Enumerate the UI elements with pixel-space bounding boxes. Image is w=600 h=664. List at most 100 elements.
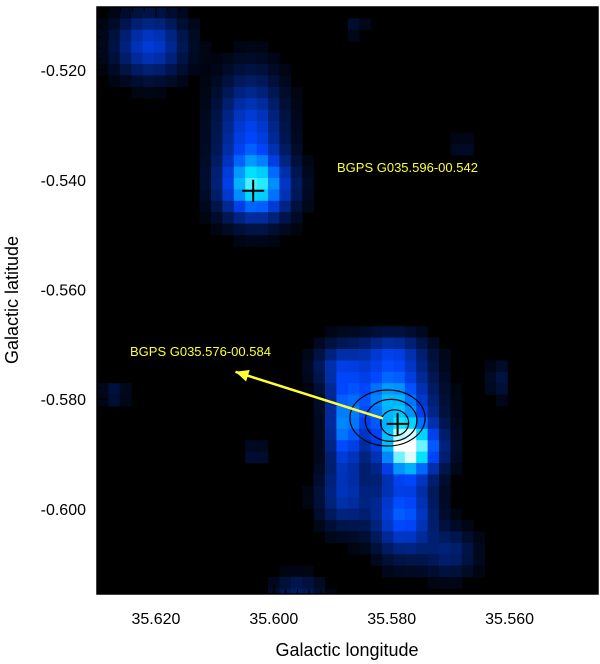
heatmap-cell: [359, 349, 371, 361]
heatmap-cell: [268, 223, 280, 236]
heatmap-cell: [427, 451, 440, 464]
heatmap-cell: [336, 406, 349, 418]
heatmap-cell: [370, 326, 383, 338]
heatmap-cell: [325, 451, 337, 464]
heatmap-cell: [382, 531, 394, 544]
heatmap-cell: [211, 132, 223, 145]
heatmap-cell: [233, 189, 246, 202]
heatmap-cell: [268, 212, 280, 224]
heatmap-cell: [393, 554, 406, 566]
heatmap-cell: [393, 474, 406, 487]
heatmap-cell: [313, 474, 326, 487]
heatmap-cell: [393, 371, 406, 384]
heatmap-cell: [461, 132, 474, 145]
heatmap-cell: [119, 18, 132, 31]
heatmap-cell: [290, 223, 303, 236]
heatmap-cell: [325, 406, 337, 418]
heatmap-cell: [473, 554, 485, 566]
heatmap-cell: [370, 406, 383, 418]
heatmap-cell: [188, 18, 200, 31]
heatmap-cell: [245, 178, 257, 190]
heatmap-cell: [370, 428, 383, 441]
heatmap-cell: [245, 41, 257, 53]
heatmap-cell: [245, 143, 257, 156]
heatmap-cell: [313, 451, 326, 464]
heatmap-cell: [279, 109, 292, 122]
y-tick-label: -0.560: [41, 283, 86, 300]
heatmap-cell: [439, 554, 451, 566]
heatmap-cell: [211, 143, 223, 156]
heatmap-cell: [302, 383, 314, 395]
heatmap-cell: [119, 7, 132, 19]
heatmap-cell: [370, 485, 383, 498]
annotations: BGPS G035.596-00.542 BGPS G035.576-00.584: [130, 160, 478, 420]
heatmap-cell: [279, 565, 292, 578]
heatmap-cell: [450, 406, 463, 418]
heatmap-cell: [336, 474, 349, 487]
heatmap-cell: [336, 485, 349, 498]
heatmap-cell: [233, 98, 246, 110]
heatmap-cell: [359, 474, 371, 487]
heatmap-cell: [359, 451, 371, 464]
heatmap-cell: [370, 520, 383, 532]
heatmap-cell: [427, 542, 440, 555]
heatmap-cell: [142, 75, 155, 88]
heatmap-cell: [165, 64, 178, 76]
heatmap-cell: [359, 542, 371, 555]
heatmap-cell: [222, 155, 235, 167]
heatmap-cell: [427, 554, 440, 566]
heatmap-cell: [268, 52, 280, 65]
heatmap-cell: [108, 383, 121, 395]
heatmap-cell: [439, 440, 451, 452]
heatmap-cell: [427, 485, 440, 498]
heatmap-cell: [370, 531, 383, 544]
heatmap-cell: [336, 394, 349, 407]
heatmap-cell: [290, 98, 303, 110]
heatmap-cell: [211, 64, 223, 76]
heatmap-cell: [336, 531, 349, 544]
heatmap-cell: [416, 337, 428, 350]
heatmap-cell: [222, 121, 235, 133]
heatmap-cell: [199, 75, 212, 88]
heatmap-cell: [313, 371, 326, 384]
heatmap-cell: [313, 440, 326, 452]
heatmap-cell: [427, 531, 440, 544]
heatmap-cell: [382, 326, 394, 338]
heatmap-cell: [154, 86, 166, 99]
heatmap-cell: [256, 189, 269, 202]
heatmap-cell: [313, 394, 326, 407]
heatmap-cell: [256, 235, 269, 247]
heatmap-cell: [211, 200, 223, 213]
heatmap-cell: [404, 417, 417, 430]
heatmap-cell: [256, 75, 269, 88]
heatmap-cell: [404, 485, 417, 498]
heatmap-cell: [336, 497, 349, 509]
heatmap-cell: [370, 474, 383, 487]
heatmap-cell: [245, 52, 257, 65]
heatmap-cell: [439, 451, 451, 464]
heatmap-cell: [199, 86, 212, 99]
heatmap-cell: [211, 98, 223, 110]
heatmap-cell: [473, 565, 485, 578]
heatmap-cell: [290, 565, 303, 578]
heatmap-cell: [256, 98, 269, 110]
heatmap-cell: [211, 86, 223, 99]
contour-line: [380, 409, 410, 437]
heatmap-cell: [176, 52, 189, 65]
heatmap-cell: [450, 463, 463, 475]
heatmap-cell: [347, 371, 360, 384]
heatmap-cell: [347, 497, 360, 509]
heatmap-cell: [268, 577, 280, 589]
heatmap-cell: [393, 485, 406, 498]
heatmap-cell: [233, 143, 246, 156]
heatmap-cell: [199, 166, 212, 179]
heatmap-cell: [439, 542, 451, 555]
heatmap-cell: [496, 383, 508, 395]
heatmap-cell: [154, 7, 166, 19]
heatmap-cell: [325, 371, 337, 384]
heatmap-cell: [382, 451, 394, 464]
heatmap-cell: [154, 75, 166, 88]
heatmap-cell: [393, 497, 406, 509]
heatmap-cell: [427, 508, 440, 521]
heatmap-cell: [370, 554, 383, 566]
